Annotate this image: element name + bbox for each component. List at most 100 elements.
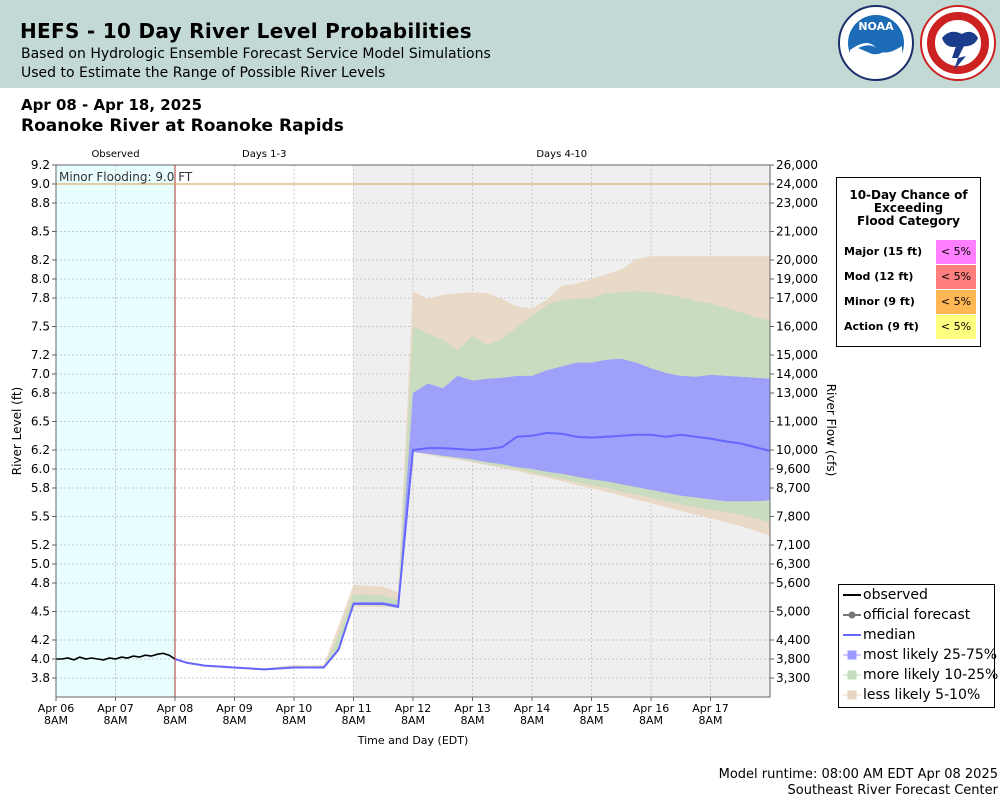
x-tick-day: Apr 14	[514, 702, 551, 715]
x-tick-time: 8AM	[460, 714, 484, 727]
y-tick-label: 5.5	[31, 510, 50, 524]
y-tick-label: 5.8	[31, 481, 50, 495]
agency-logos: NOAA	[838, 5, 996, 81]
legend-swatch	[843, 650, 861, 660]
legend-item: more likely 10-25%	[843, 665, 998, 685]
legend-box-marker	[847, 650, 857, 660]
x-tick-time: 8AM	[163, 714, 187, 727]
page-subtitle-1: Based on Hydrologic Ensemble Forecast Se…	[21, 46, 491, 62]
y2-tick-label: 17,000	[776, 291, 818, 305]
x-tick-time: 8AM	[520, 714, 544, 727]
x-axis-title: Time and Day (EDT)	[357, 734, 469, 747]
y2-tick-label: 13,000	[776, 386, 818, 400]
legend-swatch	[843, 611, 861, 619]
page-subtitle-2: Used to Estimate the Range of Possible R…	[21, 65, 386, 81]
x-tick-day: Apr 17	[692, 702, 729, 715]
legend-swatch	[843, 634, 861, 636]
flood-category-chance: < 5%	[936, 315, 976, 339]
x-tick-day: Apr 11	[335, 702, 372, 715]
chart-axes: 9.2 9.0 8.8 8.5 8.2 8.0 7.8 7.5 7.2 7.0 6.8 6.5 6.2 6…	[10, 158, 838, 747]
y-tick-label: 6.0	[31, 462, 50, 476]
y2-tick-label: 9,600	[776, 462, 810, 476]
y-tick-label: 7.8	[31, 291, 50, 305]
legend-swatch	[843, 594, 861, 596]
noaa-logo: NOAA	[838, 5, 914, 81]
y2-tick-label: 7,100	[776, 538, 810, 552]
y-tick-label: 7.2	[31, 348, 50, 362]
gauge-location: Roanoke River at Roanoke Rapids	[21, 116, 344, 136]
legend-item: most likely 25-75%	[843, 645, 997, 665]
legend-item: observed	[843, 585, 993, 605]
y-tick-label: 3.8	[31, 671, 50, 685]
y-tick-label: 4.5	[31, 605, 50, 619]
x-tick-time: 8AM	[401, 714, 425, 727]
flood-category-label: Major (15 ft)	[844, 245, 923, 258]
minor-flood-label: Minor Flooding: 9.0 FT	[59, 170, 193, 184]
y-tick-label: 5.2	[31, 538, 50, 552]
x-tick-time: 8AM	[698, 714, 722, 727]
svg-text:NOAA: NOAA	[858, 20, 894, 33]
y-axis-title: River Level (ft)	[10, 387, 24, 475]
y-tick-label: 4.8	[31, 576, 50, 590]
chart-lines	[56, 165, 771, 697]
x-tick-time: 8AM	[103, 714, 127, 727]
y2-tick-label: 6,300	[776, 557, 810, 571]
y2-axis-title: River Flow (cfs)	[824, 384, 838, 477]
y2-tick-label: 8,700	[776, 481, 810, 495]
forecast-sections: Observed Days 1-3 Days 4-10	[56, 149, 770, 697]
x-tick-day: Apr 13	[454, 702, 491, 715]
legend-box-marker	[847, 690, 857, 700]
y2-tick-label: 26,000	[776, 158, 818, 172]
legend-label: median	[863, 627, 916, 643]
y-tick-label: 8.5	[31, 225, 50, 239]
x-tick-day: Apr 07	[97, 702, 134, 715]
flood-category-chance: < 5%	[936, 240, 976, 264]
observed-line	[56, 652, 176, 661]
y-tick-label: 8.2	[31, 253, 50, 267]
y-tick-label: 8.8	[31, 196, 50, 210]
legend-item: official forecast	[843, 605, 993, 625]
y-tick-label: 4.2	[31, 633, 50, 647]
x-tick-day: Apr 09	[216, 702, 253, 715]
flood-line: Minor Flooding: 9.0 FT	[56, 170, 770, 185]
y2-tick-label: 20,000	[776, 253, 818, 267]
legend-label: official forecast	[863, 607, 971, 623]
legend-label: most likely 25-75%	[863, 647, 998, 663]
x-tick-time: 8AM	[44, 714, 68, 727]
legend-item: less likely 5-10%	[843, 685, 993, 705]
flood-category-row: Action (9 ft) < 5%	[837, 315, 980, 339]
x-tick-day: Apr 12	[395, 702, 432, 715]
x-tick-day: Apr 06	[38, 702, 75, 715]
y2-tick-label: 16,000	[776, 320, 818, 334]
y2-tick-label: 14,000	[776, 367, 818, 381]
chart-legend: observed official forecast median most like…	[838, 584, 998, 708]
y-tick-label: 9.2	[31, 158, 50, 172]
y-tick-label: 8.0	[31, 272, 50, 286]
legend-label: observed	[863, 587, 928, 603]
y2-tick-label: 7,800	[776, 510, 810, 524]
flood-category-title: 10-Day Chance of Exceeding Flood Categor…	[849, 188, 968, 228]
x-tick-day: Apr 15	[573, 702, 610, 715]
section-label: Days 4-10	[536, 149, 587, 160]
y2-tick-label: 4,400	[776, 633, 810, 647]
y2-tick-label: 11,000	[776, 415, 818, 429]
legend-item: median	[843, 625, 993, 645]
legend-swatch	[843, 670, 861, 680]
y-tick-label: 6.8	[31, 386, 50, 400]
flood-category-label: Action (9 ft)	[844, 320, 919, 333]
flood-category-label: Minor (9 ft)	[844, 295, 915, 308]
legend-box-marker	[847, 670, 857, 680]
x-tick-time: 8AM	[341, 714, 365, 727]
date-range: Apr 08 - Apr 18, 2025	[21, 96, 203, 114]
x-tick-time: 8AM	[639, 714, 663, 727]
y-tick-label: 6.5	[31, 415, 50, 429]
flood-category-row: Minor (9 ft) < 5%	[837, 290, 980, 314]
x-tick-time: 8AM	[579, 714, 603, 727]
y-tick-label: 9.0	[31, 177, 50, 191]
section-label: Days 1-3	[242, 149, 286, 160]
x-tick-day: Apr 10	[276, 702, 313, 715]
river-level-chart: Observed Days 1-3 Days 4-10 Minor Flooding…	[10, 149, 838, 747]
flood-category-row: Major (15 ft) < 5%	[837, 240, 980, 264]
x-tick-day: Apr 08	[157, 702, 194, 715]
y2-tick-label: 10,000	[776, 443, 818, 457]
